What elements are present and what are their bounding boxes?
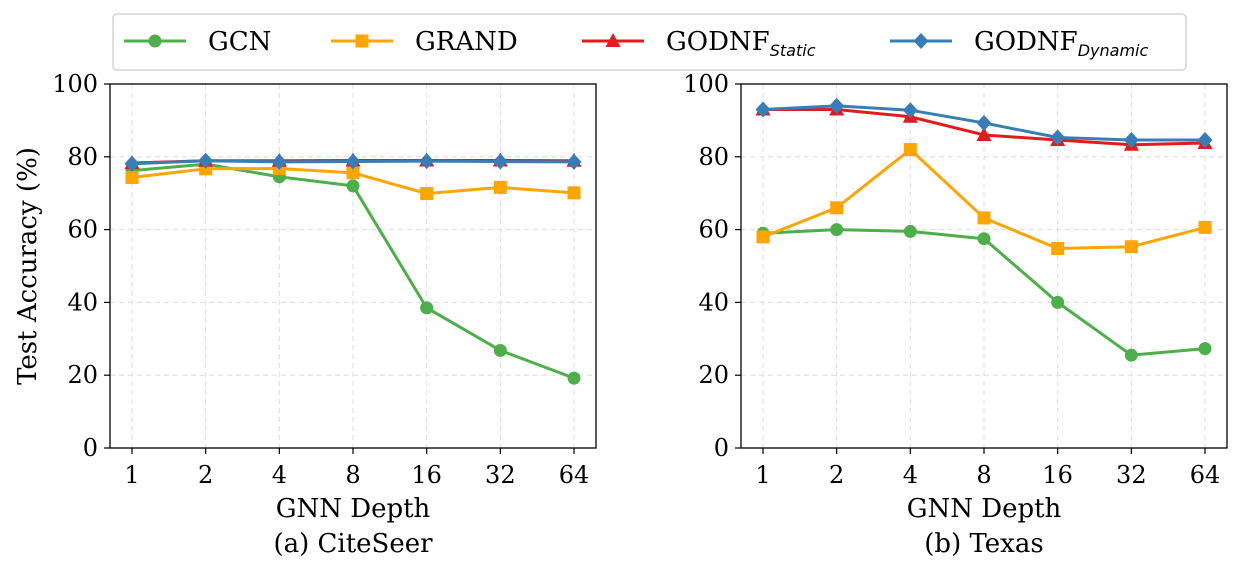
legend-label: GRAND [415, 27, 518, 57]
x-tick-label: 8 [345, 461, 360, 489]
data-point-gcn [977, 232, 991, 246]
data-point-grand [125, 171, 139, 185]
data-point-godnf-dynamic [1123, 132, 1139, 149]
series-godnf-dynamic [124, 152, 582, 172]
legend: GCN GRAND GODNFStatic GODNFDynamic [112, 13, 1187, 71]
x-tick-label: 2 [198, 461, 213, 489]
chart-panel-1: 0 20 40 60 80 100 1 2 4 8 16 32 64 GNN Depth (a) CiteS… [13, 70, 597, 559]
series-grand [756, 143, 1212, 256]
x-tick-label: 4 [903, 461, 918, 489]
y-axis-label: Test Accuracy (%) [13, 147, 43, 385]
data-point-godnf-dynamic [198, 152, 214, 169]
legend-marker [605, 33, 621, 47]
data-point-gcn [903, 224, 917, 238]
data-point-grand [493, 180, 507, 194]
x-tick-label: 2 [829, 461, 844, 489]
y-tick-label: 60 [698, 216, 729, 244]
data-point-grand [346, 166, 360, 180]
data-point-grand [567, 186, 581, 200]
data-point-godnf-dynamic [755, 101, 771, 118]
y-tick-label: 20 [67, 361, 98, 389]
data-point-godnf-dynamic [902, 102, 918, 119]
data-point-grand [420, 187, 434, 201]
legend-label: GCN [208, 27, 271, 57]
data-point-godnf-dynamic [1050, 129, 1066, 146]
data-point-grand [977, 211, 991, 225]
legend-marker [148, 34, 162, 48]
data-point-godnf-dynamic [976, 114, 992, 131]
data-point-grand [756, 230, 770, 244]
data-point-grand [1198, 220, 1212, 234]
data-point-godnf-dynamic [271, 153, 287, 170]
data-point-gcn [420, 301, 434, 315]
panel-title: (a) CiteSeer [273, 529, 433, 559]
data-point-gcn [567, 371, 581, 385]
data-point-godnf-static [976, 126, 992, 141]
data-point-godnf-dynamic [566, 153, 582, 170]
x-tick-label: 4 [272, 461, 287, 489]
y-tick-label: 80 [698, 143, 729, 171]
data-point-godnf-dynamic [419, 153, 435, 170]
data-point-grand [830, 201, 844, 215]
data-point-gcn [346, 179, 360, 193]
data-point-godnf-dynamic [345, 153, 361, 170]
legend-marker [355, 34, 369, 48]
data-point-grand [1051, 242, 1065, 256]
series-gcn [125, 157, 581, 385]
x-tick-label: 32 [1116, 461, 1147, 489]
legend-label-subscript: Dynamic [1078, 41, 1149, 60]
y-tick-label: 100 [683, 70, 729, 98]
panel-title: (b) Texas [924, 529, 1043, 559]
legend-marker [913, 33, 929, 49]
x-tick-label: 64 [1190, 461, 1221, 489]
x-tick-label: 8 [976, 461, 991, 489]
data-point-godnf-dynamic [124, 155, 140, 172]
data-point-gcn [830, 223, 844, 237]
data-point-godnf-dynamic [1197, 132, 1213, 149]
legend-box [112, 13, 1187, 71]
x-tick-label: 1 [124, 461, 139, 489]
y-tick-label: 60 [67, 216, 98, 244]
data-point-gcn [493, 343, 507, 357]
x-tick-label: 1 [755, 461, 770, 489]
legend-entry-grand: GRAND [331, 27, 518, 57]
x-tick-label: 16 [411, 461, 442, 489]
legend-label-subscript: Static [770, 41, 816, 60]
y-tick-label: 0 [714, 434, 729, 462]
x-axis-label: GNN Depth [907, 494, 1062, 524]
data-point-godnf-dynamic [492, 153, 508, 170]
data-point-gcn [1198, 342, 1212, 356]
y-tick-label: 0 [83, 434, 98, 462]
data-point-grand [1124, 240, 1138, 254]
data-point-gcn [1124, 348, 1138, 362]
x-tick-label: 16 [1042, 461, 1073, 489]
chart-panel-2: 0 20 40 60 80 100 1 2 4 8 16 32 64 GNN Depth (b) Texas [683, 70, 1228, 559]
x-tick-label: 64 [559, 461, 590, 489]
series-godnf-dynamic [755, 97, 1213, 149]
y-tick-label: 40 [698, 288, 729, 316]
y-tick-label: 80 [67, 143, 98, 171]
data-point-gcn [1051, 295, 1065, 309]
data-point-grand [903, 143, 917, 157]
legend-entry-gcn: GCN [124, 27, 271, 57]
y-tick-label: 100 [52, 70, 98, 98]
x-tick-label: 32 [485, 461, 516, 489]
x-axis-label: GNN Depth [276, 494, 431, 524]
data-point-godnf-dynamic [829, 97, 845, 114]
y-tick-label: 40 [67, 288, 98, 316]
y-tick-label: 20 [698, 361, 729, 389]
